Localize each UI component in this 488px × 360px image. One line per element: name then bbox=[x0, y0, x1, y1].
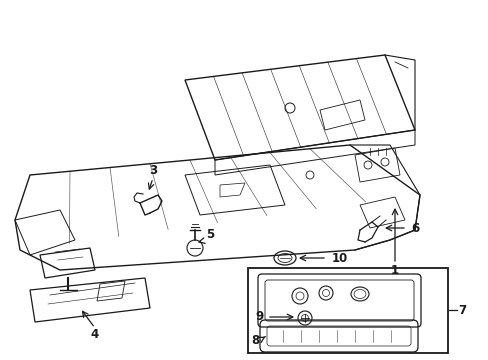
Text: 8: 8 bbox=[250, 333, 259, 346]
Text: 4: 4 bbox=[91, 328, 99, 342]
Text: 3: 3 bbox=[149, 163, 157, 176]
Bar bbox=[247, 268, 447, 353]
Text: 7: 7 bbox=[457, 303, 465, 316]
Text: 10: 10 bbox=[331, 252, 347, 265]
Text: 5: 5 bbox=[205, 229, 214, 242]
Text: 1: 1 bbox=[390, 264, 398, 276]
Text: 6: 6 bbox=[410, 221, 418, 234]
Text: 9: 9 bbox=[254, 310, 263, 324]
